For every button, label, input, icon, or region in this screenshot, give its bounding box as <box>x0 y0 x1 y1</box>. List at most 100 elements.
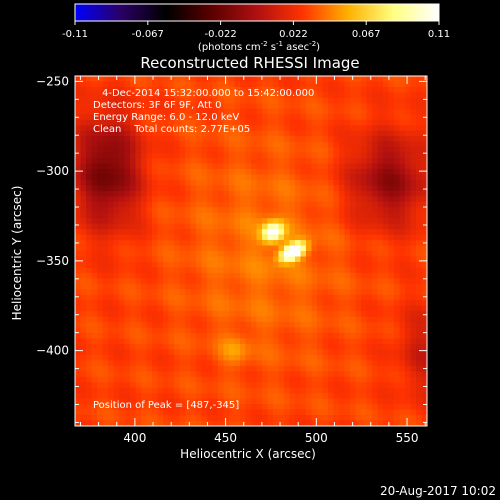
heatmap-cell <box>113 125 120 132</box>
heatmap-cell <box>377 76 384 82</box>
heatmap-cell <box>124 267 131 274</box>
heatmap-cell <box>306 251 312 257</box>
heatmap-cell <box>273 404 279 410</box>
heatmap-cell <box>278 343 285 350</box>
heatmap-cell <box>212 158 219 164</box>
heatmap-cell <box>119 251 125 257</box>
heatmap-cell <box>207 92 213 99</box>
heatmap-cell <box>141 404 147 410</box>
heatmap-cell <box>102 261 109 268</box>
heatmap-cell <box>416 322 422 328</box>
heatmap-cell <box>124 289 131 296</box>
heatmap-cell <box>361 365 367 372</box>
heatmap-cell <box>234 382 241 389</box>
heatmap-cell <box>152 256 158 263</box>
heatmap-cell <box>405 130 411 137</box>
heatmap-cell <box>289 267 296 274</box>
heatmap-cell <box>273 103 279 110</box>
heatmap-cell <box>273 393 279 400</box>
heatmap-cell <box>388 316 395 323</box>
heatmap-cell <box>80 163 87 170</box>
heatmap-cell <box>141 272 147 279</box>
heatmap-cell <box>399 218 406 225</box>
heatmap-cell <box>421 174 428 181</box>
heatmap-cell <box>322 251 329 257</box>
heatmap-cell <box>289 86 296 93</box>
heatmap-cell <box>372 136 378 142</box>
heatmap-cell <box>190 409 197 416</box>
heatmap-cell <box>179 300 186 307</box>
heatmap-cell <box>179 223 186 230</box>
heatmap-cell <box>163 86 169 93</box>
heatmap-cell <box>146 311 153 317</box>
heatmap-cell <box>80 179 87 186</box>
heatmap-cell <box>234 333 241 339</box>
heatmap-cell <box>410 294 417 301</box>
heatmap-cell <box>372 256 378 263</box>
heatmap-cell <box>416 409 422 416</box>
heatmap-cell <box>124 256 131 263</box>
heatmap-cell <box>102 393 109 400</box>
heatmap-cell <box>383 387 389 394</box>
heatmap-cell <box>124 300 131 307</box>
heatmap-cell <box>86 278 92 285</box>
heatmap-cell <box>306 163 312 170</box>
heatmap-cell <box>355 393 362 400</box>
heatmap-cell <box>212 409 219 416</box>
heatmap-cell <box>185 97 191 104</box>
heatmap-cell <box>135 168 142 175</box>
heatmap-cell <box>108 409 114 416</box>
heatmap-cell <box>322 382 329 389</box>
heatmap-cell <box>284 338 290 345</box>
heatmap-cell <box>157 212 164 219</box>
heatmap-cell <box>256 86 263 93</box>
heatmap-cell <box>146 207 153 214</box>
heatmap-cell <box>289 311 296 317</box>
heatmap-cell <box>157 147 164 153</box>
heatmap-cell <box>311 272 318 279</box>
heatmap-cell <box>212 311 219 317</box>
heatmap-cell <box>300 234 307 241</box>
heatmap-cell <box>152 103 158 110</box>
heatmap-cell <box>322 338 329 345</box>
heatmap-cell <box>394 327 400 334</box>
heatmap-cell <box>372 349 378 356</box>
heatmap-cell <box>410 316 417 323</box>
heatmap-cell <box>355 212 362 219</box>
heatmap-cell <box>185 190 191 197</box>
heatmap-cell <box>185 245 191 252</box>
heatmap-cell <box>146 97 153 104</box>
heatmap-cell <box>223 163 230 170</box>
heatmap-cell <box>421 136 428 142</box>
heatmap-cell <box>311 114 318 121</box>
heatmap-cell <box>262 207 268 214</box>
heatmap-cell <box>372 316 378 323</box>
heatmap-cell <box>311 360 318 367</box>
heatmap-cell <box>289 207 296 214</box>
heatmap-cell <box>256 201 263 208</box>
heatmap-cell <box>355 354 362 361</box>
heatmap-cell <box>234 261 241 268</box>
heatmap-cell <box>262 311 268 317</box>
heatmap-cell <box>223 398 230 405</box>
heatmap-cell <box>91 333 98 339</box>
heatmap-cell <box>262 212 268 219</box>
heatmap-cell <box>405 207 411 214</box>
heatmap-cell <box>388 267 395 274</box>
heatmap-cell <box>174 136 180 142</box>
heatmap-cell <box>218 185 224 192</box>
heatmap-cell <box>201 196 208 203</box>
heatmap-cell <box>333 190 340 197</box>
heatmap-cell <box>350 365 356 372</box>
heatmap-cell <box>168 240 175 246</box>
heatmap-cell <box>157 168 164 175</box>
heatmap-cell <box>295 125 301 132</box>
heatmap-cell <box>229 311 235 317</box>
heatmap-cell <box>229 97 235 104</box>
heatmap-cell <box>295 196 301 203</box>
heatmap-cell <box>223 158 230 164</box>
heatmap-cell <box>273 136 279 142</box>
heatmap-cell <box>300 240 307 246</box>
heatmap-cell <box>212 333 219 339</box>
heatmap-cell <box>284 218 290 225</box>
